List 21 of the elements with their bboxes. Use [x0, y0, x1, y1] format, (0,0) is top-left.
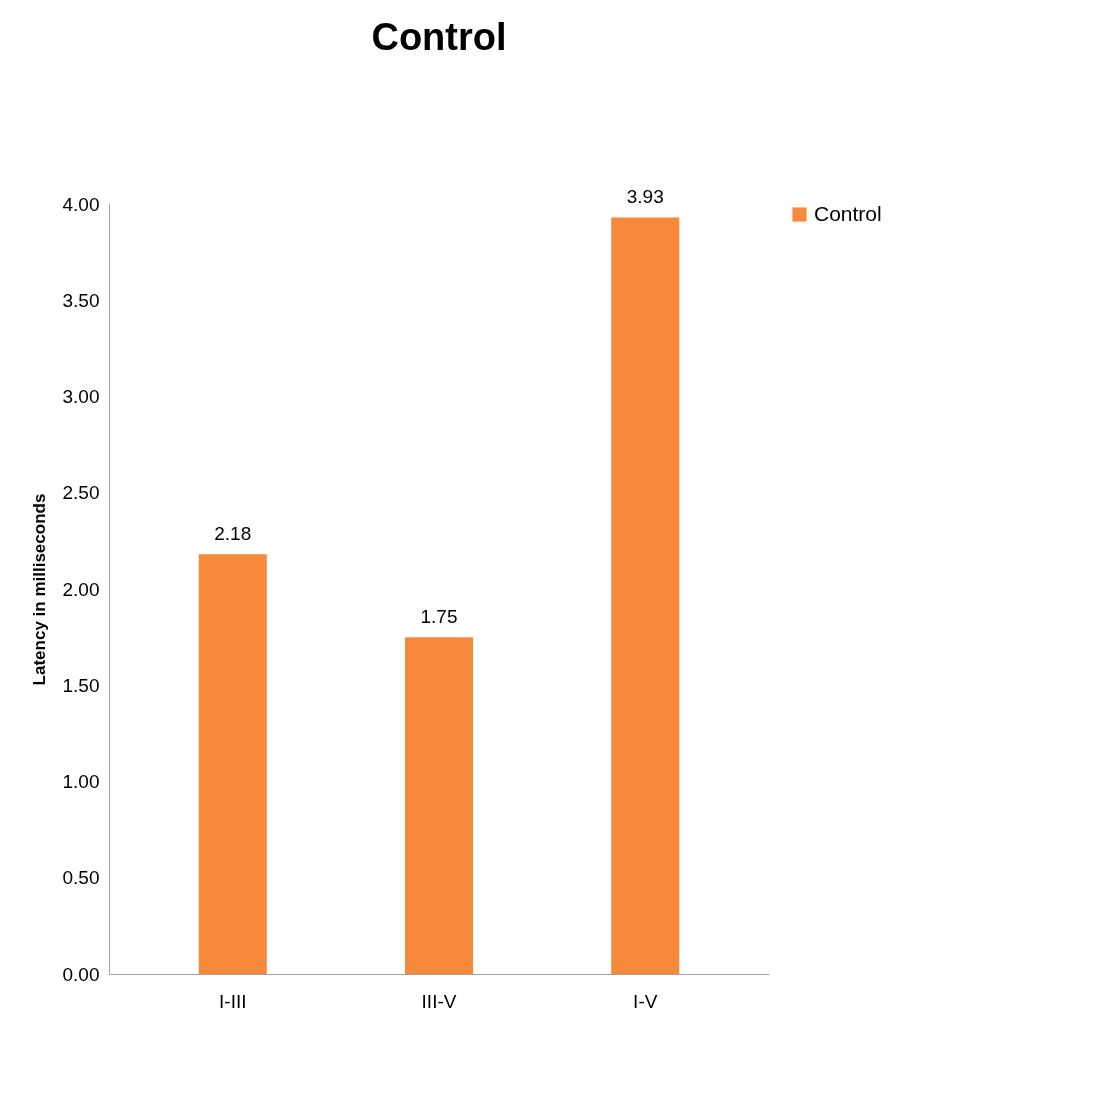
x-tick-label: I-V — [633, 990, 658, 1012]
y-tick-label: 1.50 — [62, 674, 100, 696]
y-tick-label: 0.50 — [62, 867, 100, 889]
data-label: 3.93 — [626, 186, 664, 208]
y-tick-label: 3.50 — [62, 289, 100, 311]
legend-label: Control — [814, 201, 882, 225]
y-tick-label: 1.00 — [62, 771, 100, 792]
y-axis-title: Latency in milliseconds — [29, 493, 49, 686]
x-tick-label: III-V — [421, 990, 457, 1012]
data-label: 1.75 — [420, 606, 458, 628]
y-tick-label: 4.00 — [62, 193, 100, 215]
bar — [404, 637, 474, 974]
x-tick-label: I-III — [219, 990, 247, 1012]
bar — [611, 217, 680, 974]
bar — [198, 554, 267, 974]
chart-title: Control — [371, 16, 507, 59]
y-tick-label: 3.00 — [62, 386, 100, 407]
y-tick-label: 2.50 — [62, 482, 100, 504]
data-label: 2.18 — [214, 523, 252, 545]
y-tick-label: 2.00 — [62, 578, 100, 600]
y-tick-label: 0.00 — [62, 963, 100, 985]
